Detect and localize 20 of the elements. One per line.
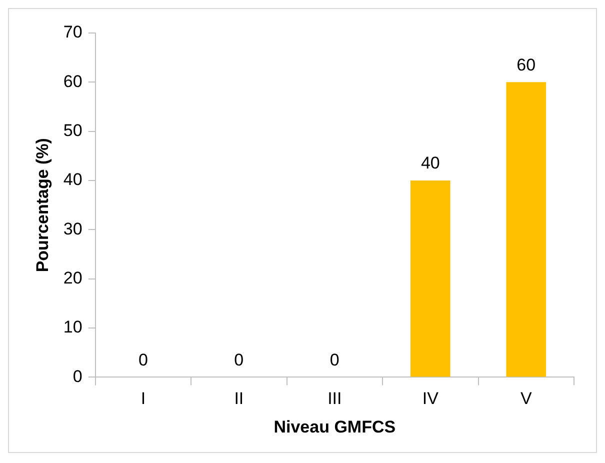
y-axis-title: Pourcentage (%) [32,138,52,272]
data-label: 40 [420,154,440,173]
data-label: 0 [330,350,340,370]
x-tick-label: III [328,389,342,408]
y-tick-label: 20 [63,268,82,288]
data-label: 60 [516,55,536,74]
x-tick-label: IV [422,389,440,408]
y-tick-label: 10 [63,318,82,337]
y-tick-label: 60 [63,72,82,91]
y-tick-label: 0 [72,366,82,386]
x-axis-title: Niveau GMFCS [274,417,396,436]
x-tick-label: I [140,389,146,408]
data-label: 0 [234,350,244,370]
y-tick-label: 30 [63,219,82,238]
data-label: 0 [138,350,148,370]
x-tick-label: II [234,389,244,408]
x-tick-label: V [520,389,532,408]
y-tick-label: 40 [63,170,82,190]
y-tick-label: 70 [63,22,82,42]
y-tick-label: 50 [63,121,82,140]
